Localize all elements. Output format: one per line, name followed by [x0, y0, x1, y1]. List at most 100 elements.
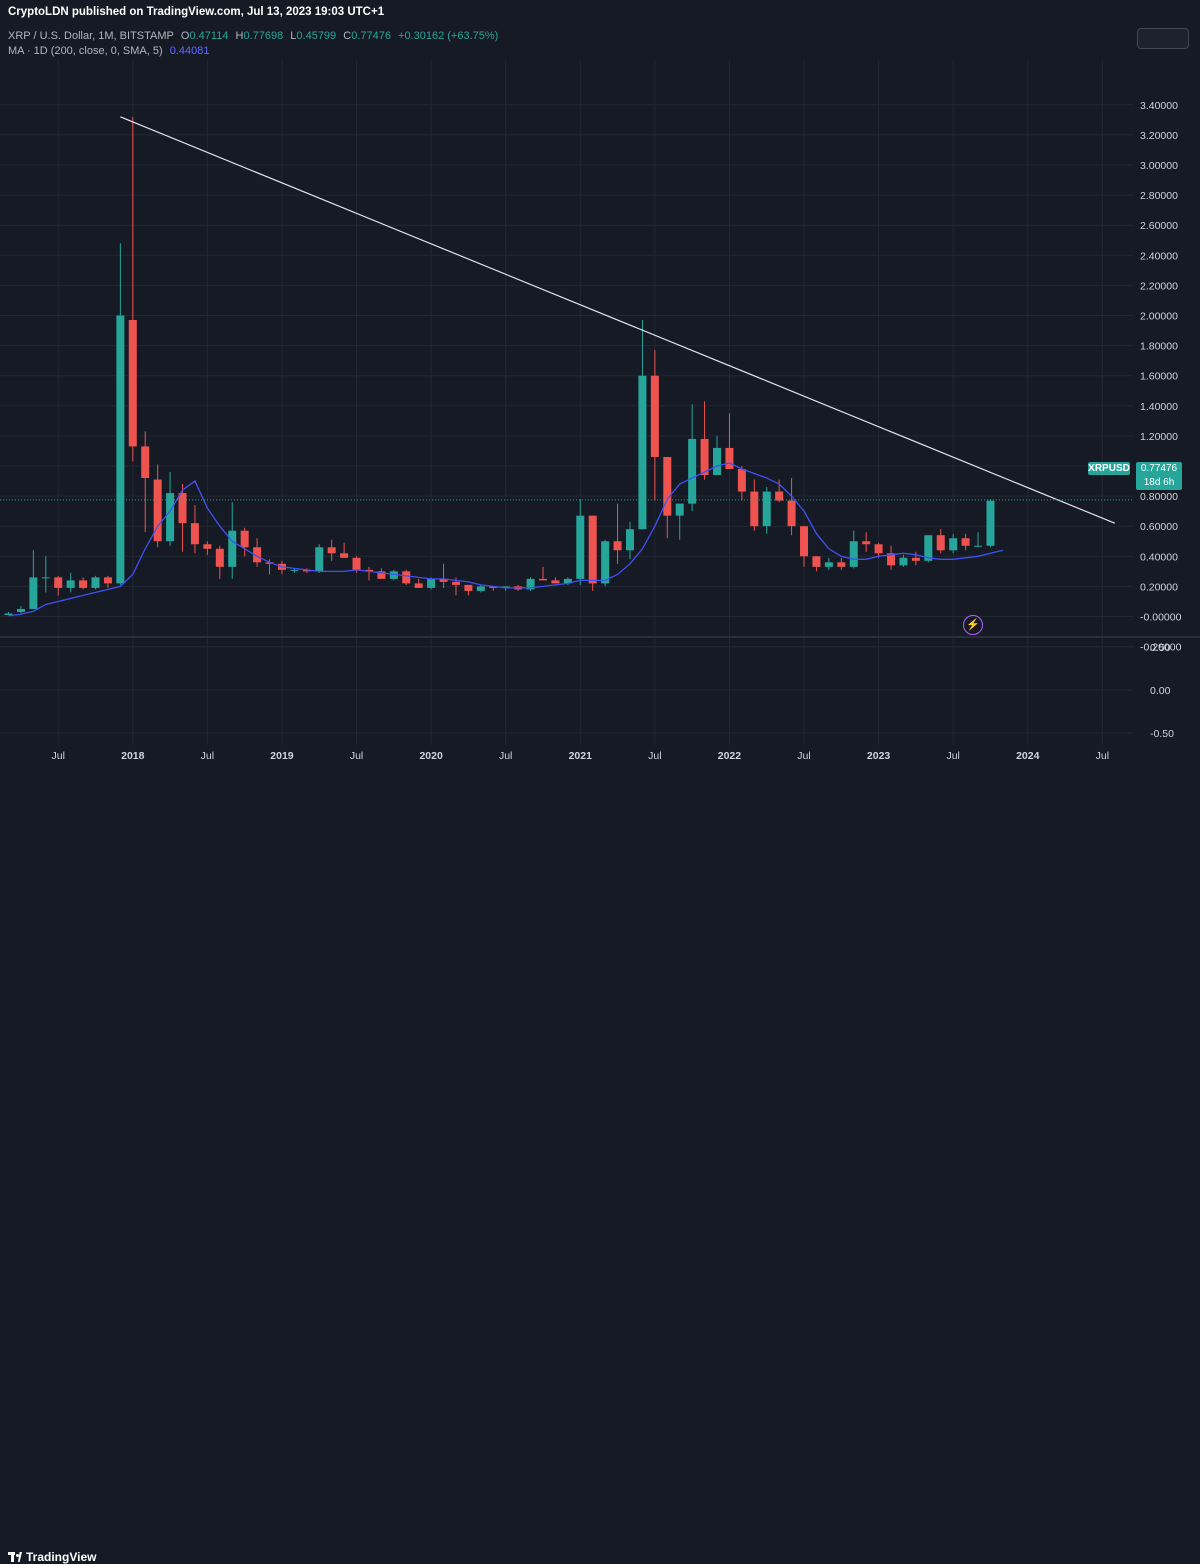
- x-tick-label: Jul: [946, 750, 959, 762]
- candle: [501, 586, 510, 588]
- y-tick-label: 0.50: [1150, 642, 1171, 654]
- ma-value: 0.44081: [169, 45, 210, 57]
- publisher-line: CryptoLDN published on TradingView.com, …: [8, 6, 385, 18]
- x-tick-label: Jul: [797, 750, 810, 762]
- candle: [389, 571, 398, 579]
- lightning-icon[interactable]: ⚡: [963, 615, 983, 635]
- y-tick-label: 2.00000: [1140, 311, 1178, 323]
- candle: [986, 500, 995, 546]
- candle: [663, 456, 672, 516]
- candle: [887, 553, 896, 566]
- candle: [924, 535, 933, 561]
- candle: [775, 491, 784, 501]
- top-right-button[interactable]: [1137, 28, 1189, 49]
- y-tick-label: 3.40000: [1140, 100, 1178, 112]
- candle: [837, 562, 846, 567]
- chart-canvas[interactable]: Jul 2018 Jul 2019 Jul 2020 Jul 2021 Jul 2022 Jul 20…: [0, 0, 1200, 771]
- candle: [327, 547, 336, 554]
- y-tick-label: 2.40000: [1140, 250, 1178, 262]
- low-number: 0.45799: [296, 30, 337, 42]
- candle: [750, 491, 759, 527]
- low-label: L: [290, 30, 297, 42]
- y-tick-label: 3.20000: [1140, 130, 1178, 142]
- candle: [936, 535, 945, 551]
- y-tick-label: 2.60000: [1140, 220, 1178, 232]
- candle: [253, 547, 262, 563]
- candle: [526, 578, 535, 590]
- x-tick-label: Jul: [201, 750, 214, 762]
- candle: [862, 541, 871, 545]
- candle: [849, 541, 858, 567]
- open-value: O0.47114: [181, 30, 229, 42]
- y-tick-label: 3.00000: [1140, 160, 1178, 172]
- symbol-label: XRP / U.S. Dollar, 1M, BITSTAMP: [8, 30, 174, 42]
- candle: [153, 479, 162, 542]
- candle: [29, 577, 38, 609]
- bottom-bar: TradingView: [0, 771, 1200, 1564]
- candle: [128, 320, 137, 447]
- trendline[interactable]: [120, 116, 1115, 524]
- x-tick-label: Jul: [1096, 750, 1109, 762]
- candle: [116, 315, 125, 584]
- close-label: C: [343, 30, 352, 42]
- candle: [141, 446, 150, 479]
- x-tick-label: Jul: [52, 750, 65, 762]
- open-number: 0.47114: [189, 30, 229, 42]
- candle: [427, 578, 436, 588]
- y-tick-label: 0.00: [1150, 685, 1171, 697]
- candle: [688, 438, 697, 504]
- close-number: 0.77476: [351, 30, 391, 42]
- candle: [228, 530, 237, 567]
- candle: [414, 583, 423, 588]
- candle: [79, 580, 88, 588]
- candle: [538, 578, 547, 581]
- y-tick-label: -0.50: [1150, 728, 1174, 740]
- candle: [265, 562, 274, 564]
- candle: [377, 571, 386, 579]
- candle: [439, 578, 448, 582]
- ma-line: [8, 462, 1004, 617]
- y-tick-label: 1.20000: [1140, 431, 1178, 443]
- y-tick-label: 2.80000: [1140, 190, 1178, 202]
- candle: [215, 548, 224, 567]
- candle: [489, 586, 498, 588]
- candle: [899, 557, 908, 566]
- candle: [974, 545, 983, 547]
- candle: [54, 577, 63, 588]
- candle: [800, 526, 809, 557]
- candle: [290, 569, 299, 571]
- tradingview-mark-icon: [8, 1552, 22, 1562]
- candle: [563, 578, 572, 584]
- candle: [451, 581, 460, 585]
- candle: [725, 447, 734, 470]
- high-number: 0.77698: [243, 30, 284, 42]
- ma-label: MA · 1D (200, close, 0, SMA, 5): [8, 45, 163, 57]
- y-tick-label: -0.00000: [1140, 612, 1182, 624]
- candle: [551, 580, 560, 584]
- candle: [476, 586, 485, 591]
- candle: [352, 557, 361, 570]
- candle: [737, 469, 746, 492]
- open-label: O: [180, 30, 190, 42]
- chart-legend: XRP / U.S. Dollar, 1M, BITSTAMP O0.47114…: [8, 29, 502, 59]
- candle: [787, 500, 796, 527]
- low-value: L0.45799: [290, 30, 336, 42]
- candle: [41, 577, 50, 579]
- candle: [66, 580, 75, 588]
- close-value: C0.77476: [343, 30, 391, 42]
- candle: [190, 523, 199, 545]
- x-tick-label: 2021: [569, 750, 593, 762]
- tradingview-logo[interactable]: TradingView: [8, 1550, 96, 1564]
- candle: [713, 447, 722, 476]
- x-tick-label: Jul: [499, 750, 512, 762]
- candle: [588, 515, 597, 584]
- y-tick-label: 0.20000: [1140, 581, 1178, 593]
- candle: [638, 375, 647, 530]
- candle-countdown: 18d 6h: [1143, 477, 1175, 488]
- y-tick-label: 0.60000: [1140, 521, 1178, 533]
- x-tick-label: 2018: [121, 750, 145, 762]
- candle: [626, 529, 634, 551]
- candle: [613, 541, 622, 551]
- symbol-price-tag: XRPUSD: [1088, 462, 1130, 475]
- candle: [315, 547, 324, 572]
